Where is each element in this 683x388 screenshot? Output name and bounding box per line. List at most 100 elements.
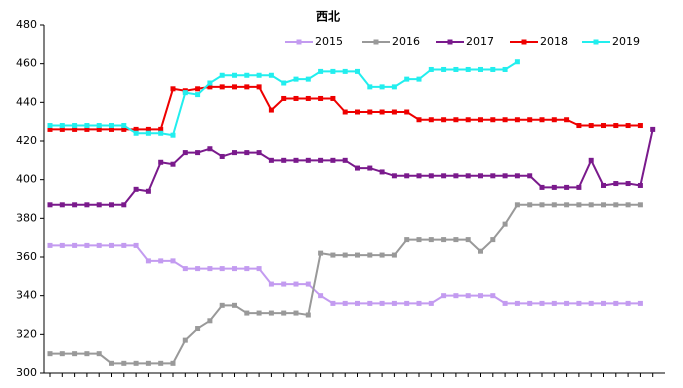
point-marker — [268, 310, 274, 316]
point-marker — [47, 202, 53, 208]
y-tick-label: 480 — [16, 18, 37, 31]
point-marker — [637, 300, 643, 306]
point-marker — [305, 95, 311, 101]
point-marker — [514, 59, 520, 65]
point-marker — [527, 117, 533, 123]
point-marker — [318, 157, 324, 163]
point-marker — [318, 250, 324, 256]
point-marker — [379, 252, 385, 258]
point-marker — [305, 281, 311, 287]
point-marker — [539, 300, 545, 306]
point-marker — [428, 237, 434, 243]
point-marker — [195, 266, 201, 272]
point-marker — [84, 351, 90, 357]
legend-label: 2019 — [612, 35, 640, 48]
point-marker — [330, 157, 336, 163]
point-marker — [256, 84, 262, 90]
point-marker — [318, 68, 324, 74]
point-marker — [109, 360, 114, 366]
point-marker — [256, 150, 262, 156]
point-marker — [281, 80, 287, 86]
point-marker — [121, 360, 127, 366]
point-marker — [342, 157, 348, 163]
point-marker — [342, 68, 348, 74]
point-marker — [244, 84, 250, 90]
legend-marker — [447, 39, 453, 45]
point-marker — [391, 173, 397, 179]
point-marker — [59, 202, 65, 208]
point-marker — [109, 126, 114, 132]
point-marker — [232, 302, 237, 308]
point-marker — [84, 123, 90, 129]
point-marker — [613, 123, 619, 129]
point-marker — [379, 169, 385, 175]
point-marker — [207, 318, 213, 324]
point-marker — [84, 126, 90, 132]
point-marker — [219, 302, 225, 308]
point-marker — [478, 248, 483, 254]
point-marker — [195, 92, 201, 98]
point-marker — [195, 326, 201, 332]
point-marker — [232, 266, 237, 272]
point-marker — [391, 300, 397, 306]
point-marker — [133, 186, 139, 192]
legend-marker — [593, 39, 599, 45]
point-marker — [47, 126, 53, 132]
point-marker — [318, 293, 324, 299]
point-marker — [145, 360, 151, 366]
point-marker — [551, 184, 557, 190]
point-marker — [293, 310, 299, 316]
point-marker — [355, 252, 360, 258]
point-marker — [121, 123, 127, 129]
point-marker — [478, 293, 483, 299]
point-marker — [379, 84, 385, 90]
point-marker — [625, 202, 631, 208]
point-marker — [318, 95, 324, 101]
point-marker — [219, 153, 225, 159]
point-marker — [195, 86, 201, 92]
point-marker — [588, 202, 594, 208]
point-marker — [564, 184, 570, 190]
series-line — [50, 85, 641, 131]
y-tick-label: 460 — [16, 57, 37, 70]
point-marker — [514, 300, 520, 306]
point-marker — [158, 126, 164, 132]
point-marker — [182, 266, 188, 272]
point-marker — [145, 126, 151, 132]
legend-label: 2018 — [540, 35, 568, 48]
point-marker — [109, 242, 114, 248]
point-marker — [416, 237, 422, 243]
point-marker — [502, 117, 508, 123]
y-tick-label: 420 — [16, 134, 37, 147]
point-marker — [207, 84, 213, 90]
point-marker — [551, 202, 557, 208]
point-marker — [588, 157, 594, 163]
point-marker — [158, 130, 164, 136]
point-marker — [650, 126, 656, 132]
point-marker — [182, 337, 188, 343]
point-marker — [170, 258, 176, 264]
point-marker — [96, 123, 102, 129]
y-tick-label: 300 — [16, 366, 37, 379]
point-marker — [133, 242, 139, 248]
point-marker — [453, 173, 459, 179]
point-marker — [576, 123, 582, 129]
point-marker — [576, 300, 582, 306]
point-marker — [219, 266, 225, 272]
point-marker — [490, 66, 496, 72]
point-marker — [182, 90, 188, 96]
point-marker — [404, 173, 410, 179]
point-marker — [59, 123, 65, 129]
point-marker — [256, 310, 262, 316]
point-marker — [121, 242, 127, 248]
point-marker — [342, 252, 348, 258]
point-marker — [416, 173, 422, 179]
point-marker — [256, 266, 262, 272]
point-marker — [72, 351, 78, 357]
point-marker — [232, 72, 237, 78]
series-line — [50, 203, 641, 365]
point-marker — [293, 95, 299, 101]
point-marker — [625, 300, 631, 306]
y-tick-label: 340 — [16, 289, 37, 302]
